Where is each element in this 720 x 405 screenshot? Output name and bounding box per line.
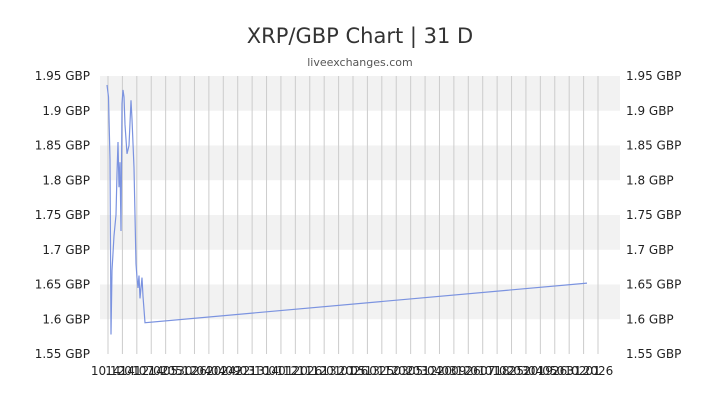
x-tick-label: 14.12 xyxy=(264,364,298,378)
grid-band xyxy=(100,76,620,111)
y-tick-label-left: 1.8 GBP xyxy=(42,173,90,187)
series-layer xyxy=(106,84,588,335)
x-tick-label: 31.01 xyxy=(566,364,600,378)
x-tick-label: 26.04 xyxy=(192,364,226,378)
y-tick-label-left: 1.75 GBP xyxy=(35,208,90,222)
x-tick-label: 30.04 xyxy=(177,364,211,378)
x-tick-label: 14.07 xyxy=(120,364,154,378)
y-tick-label-right: 1.8 GBP xyxy=(626,173,674,187)
x-tick-label: 24.03 xyxy=(221,364,255,378)
series-line xyxy=(106,84,588,335)
x-tick-label: 2026 xyxy=(338,364,369,378)
x-tick-label: 20.12 xyxy=(293,364,327,378)
grid-band xyxy=(100,215,620,250)
y-tick-label-left: 1.85 GBP xyxy=(35,139,90,153)
chart-subtitle: liveexchanges.com xyxy=(307,56,413,69)
x-tick-label: 14.01 xyxy=(105,364,139,378)
x-tick-label: 22.10 xyxy=(235,364,269,378)
x-tick-label: 20.05 xyxy=(523,364,557,378)
y-tick-label-right: 1.65 GBP xyxy=(626,278,681,292)
grid-band xyxy=(100,284,620,320)
x-tick-label: 10.12 xyxy=(91,364,125,378)
y-tick-label-left: 1.55 GBP xyxy=(35,347,90,361)
x-tick-label: 13.01 xyxy=(321,364,355,378)
y-tick-label-right: 1.75 GBP xyxy=(626,208,681,222)
x-tick-label: 13.12 xyxy=(365,364,399,378)
x-tick-label: 03.03 xyxy=(393,364,427,378)
y-tick-label-right: 1.6 GBP xyxy=(626,312,674,326)
chart-bands xyxy=(100,76,620,320)
vertical-gridlines xyxy=(107,76,599,354)
y-axis-left: 1.95 GBP 1.9 GBP 1.85 GBP 1.8 GBP 1.75 GBP 1.… xyxy=(35,69,90,361)
x-axis-labels: 10.1214.0114.0712.0214.0505.1230.0426.04… xyxy=(91,364,613,378)
y-tick-label-left: 1.7 GBP xyxy=(42,243,90,257)
x-tick-label: 01.11 xyxy=(278,364,312,378)
y-tick-label-right: 1.85 GBP xyxy=(626,139,681,153)
x-tick-label: 20.09 xyxy=(206,364,240,378)
x-tick-label: 12.03 xyxy=(422,364,456,378)
y-tick-label-left: 1.65 GBP xyxy=(35,278,90,292)
y-tick-label-left: 1.95 GBP xyxy=(35,69,90,83)
x-tick-label: 12.02 xyxy=(134,364,168,378)
x-tick-label: 09.01 xyxy=(451,364,485,378)
x-tick-label: 26.01 xyxy=(466,364,500,378)
x-tick-label: 05.12 xyxy=(163,364,197,378)
y-tick-label-right: 1.9 GBP xyxy=(626,104,674,118)
y-tick-label-left: 1.6 GBP xyxy=(42,312,90,326)
x-tick-label: 13.01 xyxy=(249,364,283,378)
x-tick-label: 18.03 xyxy=(494,364,528,378)
x-tick-label: 19.01 xyxy=(538,364,572,378)
x-tick-label: 20.12 xyxy=(437,364,471,378)
x-tick-label: 05.04 xyxy=(408,364,442,378)
y-tick-label-right: 1.55 GBP xyxy=(626,347,681,361)
y-axis-right: 1.95 GBP 1.9 GBP 1.85 GBP 1.8 GBP 1.75 GBP 1.… xyxy=(626,69,681,361)
x-tick-label: 26.01 xyxy=(307,364,341,378)
x-tick-label: 25.02 xyxy=(379,364,413,378)
y-tick-label-right: 1.7 GBP xyxy=(626,243,674,257)
chart-title: XRP/GBP Chart | 31 D xyxy=(246,24,474,48)
x-tick-label: 14.05 xyxy=(148,364,182,378)
x-tick-label: 26.02 xyxy=(552,364,586,378)
x-tick-label: 05.01 xyxy=(350,364,384,378)
grid-band xyxy=(100,145,620,181)
y-tick-label-left: 1.9 GBP xyxy=(42,104,90,118)
x-tick-label: 25.04 xyxy=(509,364,543,378)
x-tick-label: 07.02 xyxy=(480,364,514,378)
y-tick-label-right: 1.95 GBP xyxy=(626,69,681,83)
x-tick-label: 2026 xyxy=(583,364,614,378)
